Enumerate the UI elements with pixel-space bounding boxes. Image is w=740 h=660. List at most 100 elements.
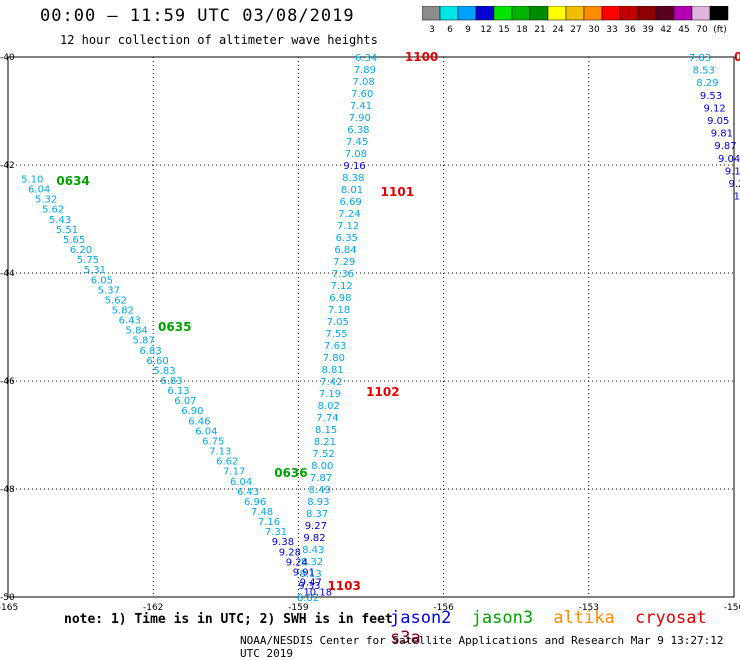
wave-height-label: 6.46	[188, 416, 210, 427]
wave-height-label: 5.62	[42, 205, 64, 216]
time-label: 0634	[56, 174, 89, 188]
wave-height-label: 7.18	[328, 305, 350, 316]
wave-height-label: 7.42	[320, 377, 342, 388]
wave-height-label: 5.84	[126, 326, 148, 337]
wave-height-label: 6.84	[334, 245, 356, 256]
wave-height-label: 7.80	[323, 353, 345, 364]
wave-height-label: 5.82	[112, 305, 134, 316]
legend-altika: altika	[553, 608, 615, 628]
wave-height-label: 7.05	[327, 317, 349, 328]
wave-height-label: 8.13	[300, 569, 322, 580]
wave-height-label: 7.17	[223, 467, 245, 478]
wave-height-label: 7.08	[345, 149, 367, 160]
colorbar-label: 24	[552, 25, 564, 35]
legend-cryosat: cryosat	[635, 608, 707, 628]
plot-frame	[7, 56, 735, 598]
credit-line: NOAA/NESDIS Center for Satellite Applica…	[240, 634, 724, 660]
wave-height-label: 10	[734, 192, 740, 203]
colorbar-label: (ft)	[713, 25, 727, 35]
wave-height-label: 6.34	[355, 53, 377, 64]
wave-height-label: 6.83	[139, 346, 161, 357]
wave-height-label: 7.08	[352, 77, 374, 88]
wave-height-label: 6.35	[336, 233, 358, 244]
colorbar-label: 12	[480, 25, 491, 35]
colorbar-label: 42	[660, 25, 671, 35]
wave-height-label: 7.31	[265, 527, 287, 538]
wave-height-label: 7.45	[346, 137, 368, 148]
wave-height-label: 8.81	[321, 365, 343, 376]
wave-height-label: 6.90	[181, 406, 203, 417]
wave-height-label: 9.1	[725, 166, 740, 177]
y-tick-label: -40	[0, 53, 15, 63]
x-tick-label: -156	[433, 603, 454, 610]
wave-height-label: 9.05	[707, 116, 729, 127]
wave-height-label: 8.49	[309, 485, 331, 496]
wave-height-label: 10.18	[303, 588, 332, 599]
wave-height-label: 7.36	[332, 269, 354, 280]
wave-height-label: 7.29	[333, 257, 355, 268]
wave-height-label: 6.38	[347, 125, 369, 136]
wave-height-label: 9.2	[728, 179, 740, 190]
colorbar-label: 3	[429, 25, 435, 35]
wave-height-label: 6.04	[195, 426, 217, 437]
wave-height-label: 6.75	[202, 436, 224, 447]
time-label: 08	[734, 50, 740, 64]
x-tick-label: -165	[0, 603, 18, 610]
wave-height-label: 8.15	[315, 425, 337, 436]
wave-height-label: 7.24	[338, 209, 360, 220]
wave-height-label: 7.74	[316, 413, 338, 424]
time-label: 1100	[405, 50, 438, 64]
colorbar-label: 27	[570, 25, 581, 35]
wave-height-label: 9.04	[718, 154, 740, 165]
wave-height-label: 7.60	[351, 89, 373, 100]
wave-height-label: 8.01	[341, 185, 363, 196]
note-text: note: 1) Time is in UTC; 2) SWH is in fe…	[64, 612, 393, 627]
colorbar-label: 15	[498, 25, 509, 35]
wave-height-label: 9.53	[700, 91, 722, 102]
chart-title: 00:00 – 11:59 UTC 03/08/2019	[40, 6, 355, 26]
wave-height-label: 5.51	[56, 225, 78, 236]
y-tick-label: -46	[0, 377, 15, 387]
wave-height-label: 9.47	[300, 578, 322, 589]
wave-height-label: 6.13	[167, 386, 189, 397]
wave-height-label: 5.62	[105, 295, 127, 306]
wave-height-label: 8.32	[301, 557, 323, 568]
wave-height-label: 7.12	[337, 221, 359, 232]
wave-height-label: 6.04	[230, 477, 252, 488]
wave-height-label: 5.65	[63, 235, 85, 246]
wave-height-label: 5.31	[84, 265, 106, 276]
wave-height-label: 8.93	[307, 497, 329, 508]
time-label: 1101	[381, 185, 414, 199]
wave-height-label: 9.12	[704, 103, 726, 114]
wave-height-label: 7.48	[251, 507, 273, 518]
colorbar-label: 21	[534, 25, 545, 35]
wave-height-label: 9.82	[303, 533, 325, 544]
colorbar: 3 6 9 12 15 18 21 24 27 30 33 36 39 42 45 70 (ft)	[422, 6, 729, 35]
wave-height-label: 9.16	[343, 161, 365, 172]
wave-height-label: 7.52	[312, 449, 334, 460]
wave-height-label: 6.60	[146, 356, 168, 367]
x-tick-label: -150	[724, 603, 740, 610]
wave-height-label: 8.00	[311, 461, 333, 472]
wave-height-label: 9.33	[298, 581, 320, 592]
wave-height-label: 7.55	[325, 329, 347, 340]
wave-height-label: 9.24	[286, 557, 308, 568]
wave-height-label: 6.43	[237, 487, 259, 498]
colorbar-label: 45	[678, 25, 689, 35]
colorbar-label: 18	[516, 25, 528, 35]
wave-height-label: 5.83	[153, 366, 175, 377]
wave-height-label: 8.43	[302, 545, 324, 556]
wave-height-label: 9.81	[711, 129, 733, 140]
wave-height-label: 8.37	[306, 509, 328, 520]
colorbar-label: 9	[465, 25, 471, 35]
y-tick-label: -50	[0, 593, 15, 603]
time-label: 1102	[366, 385, 399, 399]
wave-height-label: 6.83	[160, 376, 182, 387]
wave-height-label: 8.38	[342, 173, 364, 184]
wave-height-label: 6.43	[119, 316, 141, 327]
wave-height-label: 6.07	[174, 396, 196, 407]
y-tick-label: -48	[0, 485, 15, 495]
legend-jason3: jason3	[471, 608, 534, 628]
wave-height-label: 8.53	[693, 66, 715, 77]
time-label: 0636	[274, 466, 307, 480]
